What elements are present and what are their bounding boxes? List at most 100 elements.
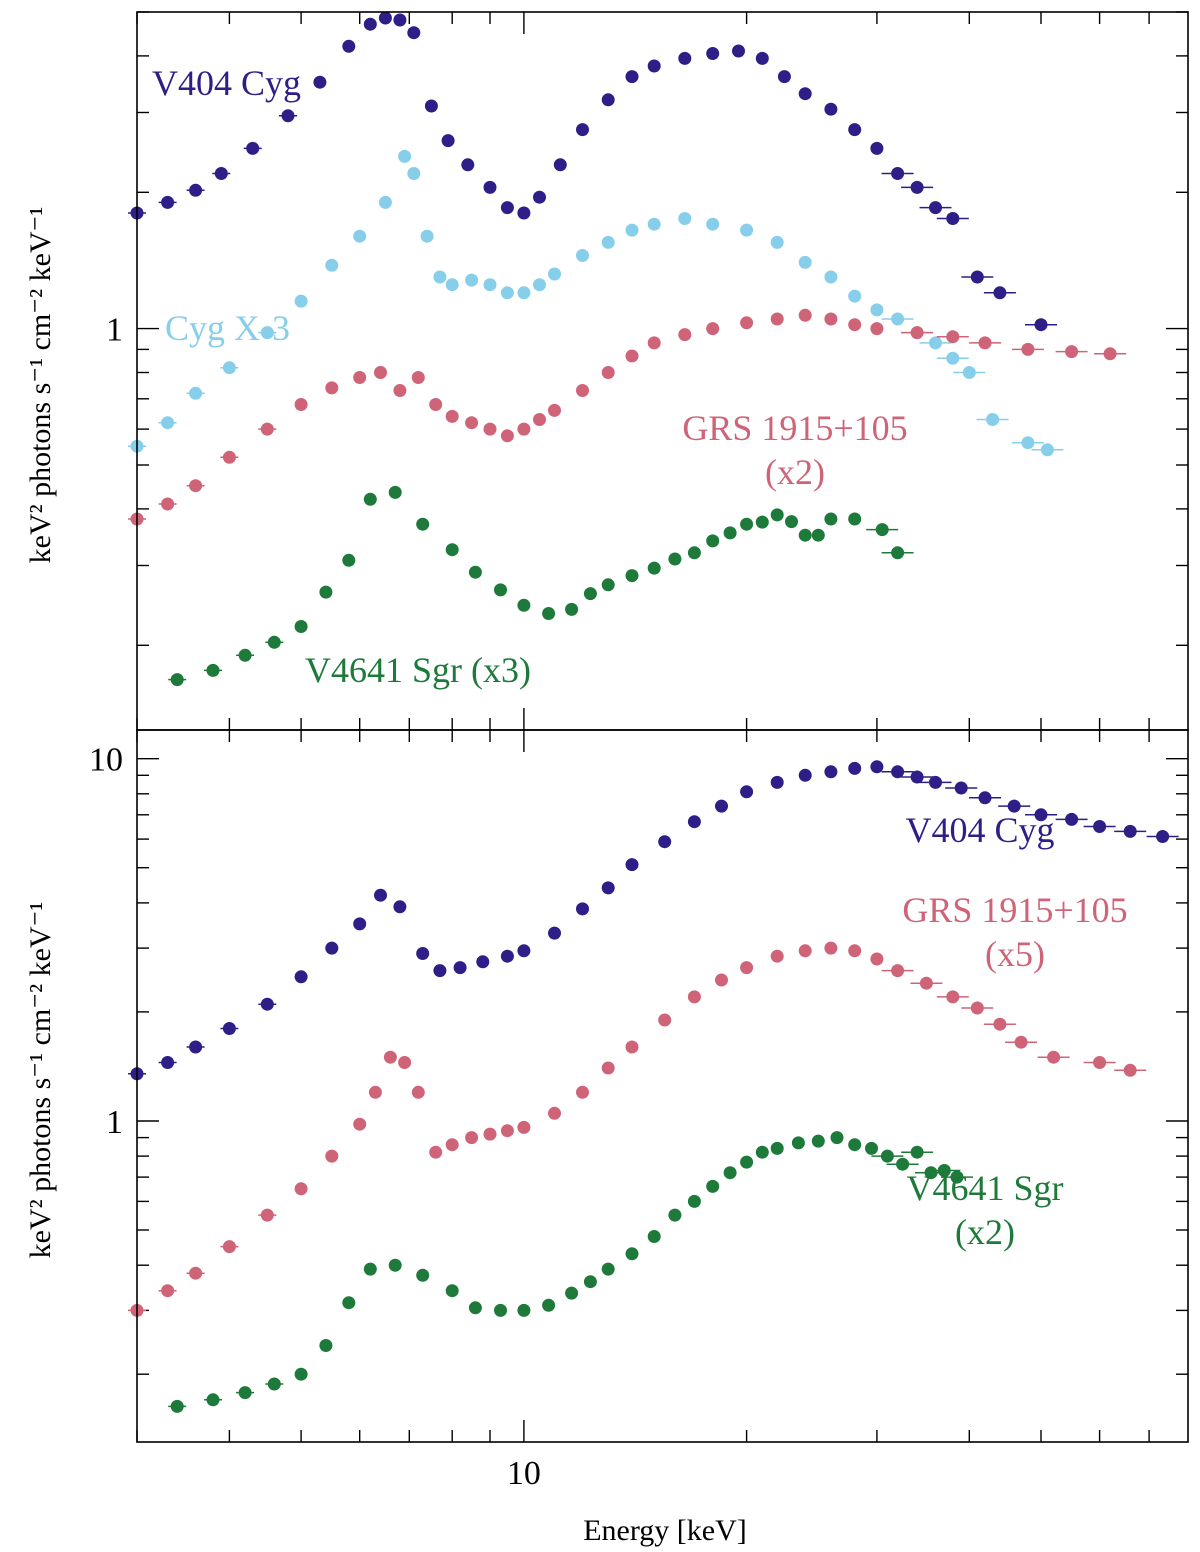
data-point [891,312,905,326]
data-point [445,543,459,557]
series-label: V4641 Sgr [906,1168,1063,1208]
bottom-y-axis-label: keV² photons s⁻¹ cm⁻² keV⁻¹ [24,902,57,1259]
data-point [260,326,274,340]
data-point [294,620,308,633]
data-point [517,1303,531,1317]
data-point [294,1367,308,1381]
data-point [1065,345,1079,359]
data-point [891,765,905,779]
data-point [281,109,295,123]
data-point [625,223,639,237]
data-point [830,1131,844,1145]
data-point [319,585,333,599]
data-point [517,286,531,300]
data-point [755,1145,769,1159]
data-point [500,286,514,300]
data-point [798,87,812,101]
data-point [740,316,754,330]
data-point [970,1001,984,1015]
data-point [319,1339,333,1352]
data-point [465,273,479,287]
data-point [798,768,812,782]
data-point [565,602,579,616]
data-point [824,941,838,955]
data-point [668,552,682,566]
data-point [625,1247,639,1261]
data-point [424,99,438,113]
data-point [411,371,425,384]
data-point [429,1145,443,1159]
data-point [785,515,798,529]
data-point [170,673,184,687]
data-point [723,526,737,540]
data-point [891,546,905,560]
data-point [542,1298,556,1312]
data-point [189,183,203,197]
series-label: Cyg X-3 [165,308,290,348]
data-point [870,760,884,774]
data-point [576,123,589,137]
data-point [576,902,589,916]
series-label: (x2) [765,452,825,492]
data-point [601,881,615,895]
data-point [461,158,475,172]
data-point [706,1179,720,1193]
data-point [353,371,367,384]
data-point [770,775,784,789]
data-point [723,1166,737,1180]
data-point [601,1262,615,1276]
data-point [647,59,661,73]
data-point [161,1056,175,1069]
data-point [601,1061,615,1075]
data-point [770,508,784,522]
data-point [1123,1063,1137,1077]
data-point [388,485,402,499]
top-panel: 1 V404 Cyg Cyg X-3 GRS 1915+105(x2) V4641 S… [24,11,1189,731]
series-label: (x2) [955,1212,1015,1252]
data-point [416,517,430,531]
data-point [353,917,367,931]
data-point [706,47,720,60]
data-point [740,223,754,237]
data-point [238,1386,252,1400]
data-point [378,195,392,209]
data-point [706,217,720,231]
data-point [678,212,692,225]
data-point [919,976,933,990]
data-point [468,565,482,579]
data-point [1093,820,1107,833]
data-point [189,479,203,493]
series-grs-1915-105-x2- [128,308,1127,526]
series-grs-1915-105-x5- [128,941,1147,1317]
data-point [517,1120,531,1134]
data-point [824,765,838,779]
data-point [770,312,784,326]
data-point [325,941,339,955]
data-point [811,1134,825,1148]
data-point [880,1149,894,1163]
data-point [715,799,728,813]
data-point [687,546,701,560]
data-point [500,949,514,963]
data-point [445,278,459,292]
data-point [1156,830,1170,843]
series-v404-cyg [128,760,1179,1081]
data-point [824,312,838,326]
data-point [1093,1056,1107,1069]
data-point [500,429,514,443]
data-point [161,195,175,209]
data-point [647,561,661,575]
data-point [294,970,308,984]
bottom-series-labels: V404 Cyg GRS 1915+105(x5) V4641 Sgr(x2) [902,810,1127,1252]
data-point [647,217,661,231]
data-point [416,1268,430,1282]
data-point [870,303,884,317]
data-point [483,422,497,436]
data-point [601,235,615,249]
data-point [260,1208,274,1222]
series-v404-cyg [128,11,1057,332]
data-point [494,583,507,597]
data-point [453,961,467,975]
data-point [946,212,960,225]
data-point [706,534,720,548]
